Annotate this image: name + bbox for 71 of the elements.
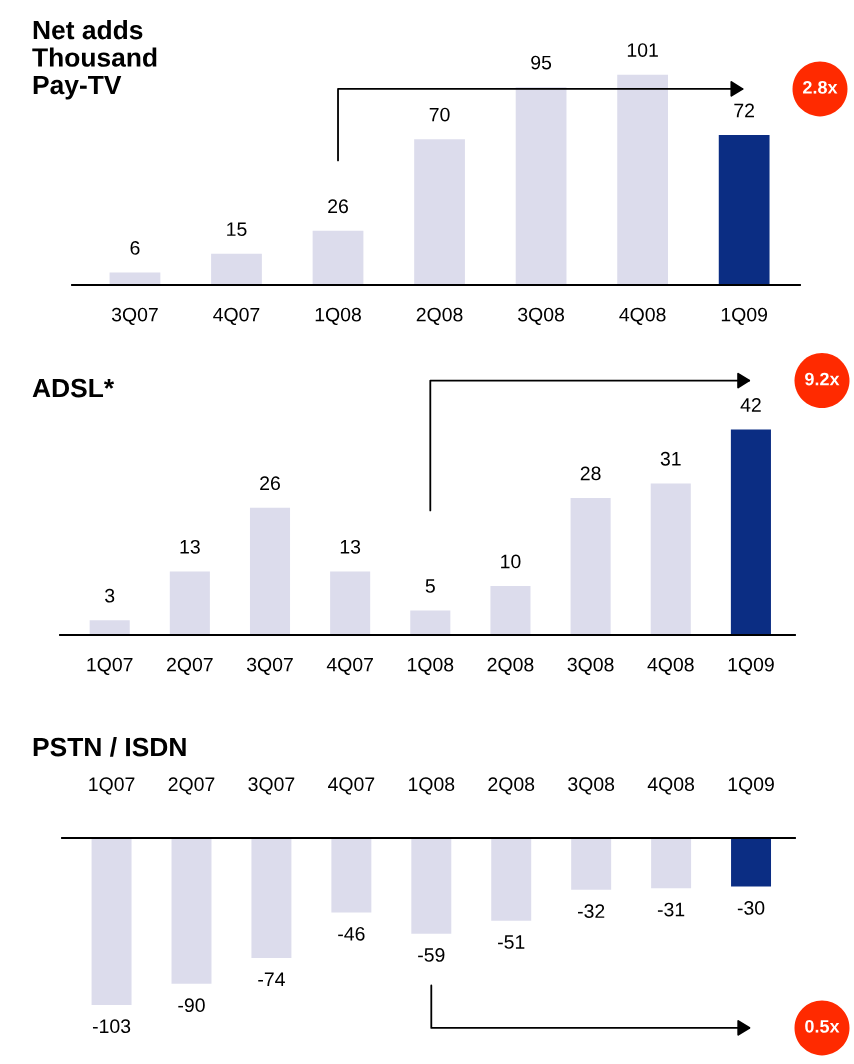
data-label: 72 bbox=[734, 103, 754, 118]
data-label: 13 bbox=[180, 539, 200, 554]
data-label: 28 bbox=[580, 466, 601, 481]
bar bbox=[410, 610, 451, 635]
bar bbox=[730, 429, 771, 635]
x-tick-label: 1Q08 bbox=[408, 657, 454, 675]
bar bbox=[330, 571, 371, 635]
x-tick-label: 3Q07 bbox=[246, 657, 293, 675]
data-label: 26 bbox=[328, 199, 348, 214]
data-label: 101 bbox=[627, 43, 658, 57]
data-label: 70 bbox=[429, 107, 450, 122]
data-label: -90 bbox=[178, 998, 205, 1013]
x-tick-label: 4Q08 bbox=[647, 777, 695, 795]
data-label: -30 bbox=[737, 901, 765, 915]
bar bbox=[570, 498, 611, 635]
x-tick-label: 4Q07 bbox=[326, 657, 373, 675]
data-label: 6 bbox=[130, 241, 140, 255]
bar bbox=[650, 483, 691, 635]
data-label: 31 bbox=[660, 451, 681, 466]
chart-title: ADSL* bbox=[32, 378, 115, 398]
data-label: 42 bbox=[740, 398, 761, 412]
x-tick-label: 1Q09 bbox=[728, 657, 774, 675]
bar bbox=[414, 139, 465, 285]
x-tick-label: 1Q09 bbox=[728, 777, 774, 795]
bar bbox=[312, 230, 364, 285]
x-tick-label: 2Q08 bbox=[488, 777, 535, 795]
data-label: 26 bbox=[260, 476, 280, 491]
bar bbox=[89, 620, 130, 635]
bar bbox=[169, 571, 210, 635]
data-label: -51 bbox=[498, 935, 525, 949]
x-tick-label: 2Q07 bbox=[168, 777, 215, 795]
data-label: -74 bbox=[258, 972, 285, 986]
text: 9.2x bbox=[805, 372, 840, 386]
x-tick-label: 2Q08 bbox=[487, 657, 534, 675]
data-label: 13 bbox=[340, 539, 361, 554]
x-tick-label: 4Q08 bbox=[647, 657, 694, 675]
data-label: 5 bbox=[425, 579, 435, 593]
x-tick-label: 1Q08 bbox=[409, 777, 455, 795]
bar bbox=[617, 74, 669, 285]
data-label: 95 bbox=[531, 55, 552, 70]
x-tick-label: 4Q08 bbox=[619, 307, 666, 325]
data-label: -32 bbox=[577, 904, 605, 919]
bar bbox=[718, 135, 770, 285]
bar bbox=[211, 253, 262, 285]
x-tick-label: 1Q07 bbox=[89, 777, 135, 795]
bar bbox=[515, 87, 567, 285]
bar bbox=[490, 586, 531, 635]
x-tick-label: 1Q08 bbox=[315, 307, 361, 325]
data-label: -31 bbox=[657, 902, 685, 917]
x-tick-label: 4Q07 bbox=[328, 777, 375, 795]
x-tick-label: 2Q08 bbox=[416, 307, 463, 325]
bar bbox=[249, 507, 291, 635]
chart-title: Net adds Thousand Pay-TV bbox=[32, 20, 157, 100]
data-label: 10 bbox=[501, 554, 521, 569]
x-tick-label: 3Q08 bbox=[518, 307, 565, 325]
x-tick-label: 3Q07 bbox=[248, 777, 295, 795]
x-tick-label: 4Q07 bbox=[213, 307, 260, 325]
x-tick-label: 3Q08 bbox=[568, 777, 615, 795]
data-label: 3 bbox=[105, 588, 115, 603]
x-tick-label: 1Q07 bbox=[87, 657, 133, 675]
data-label: -103 bbox=[92, 1019, 131, 1034]
x-tick-label: 3Q08 bbox=[567, 657, 614, 675]
x-tick-label: 1Q09 bbox=[721, 307, 768, 325]
text: 2.8x bbox=[803, 80, 838, 94]
data-label: -59 bbox=[418, 948, 445, 962]
chart-title: PSTN / ISDN bbox=[33, 737, 186, 757]
text: 0.5x bbox=[805, 1019, 840, 1033]
data-label: 15 bbox=[227, 222, 247, 237]
x-tick-label: 3Q07 bbox=[111, 307, 158, 325]
x-tick-label: 2Q07 bbox=[167, 657, 213, 675]
data-label: -46 bbox=[338, 926, 365, 941]
